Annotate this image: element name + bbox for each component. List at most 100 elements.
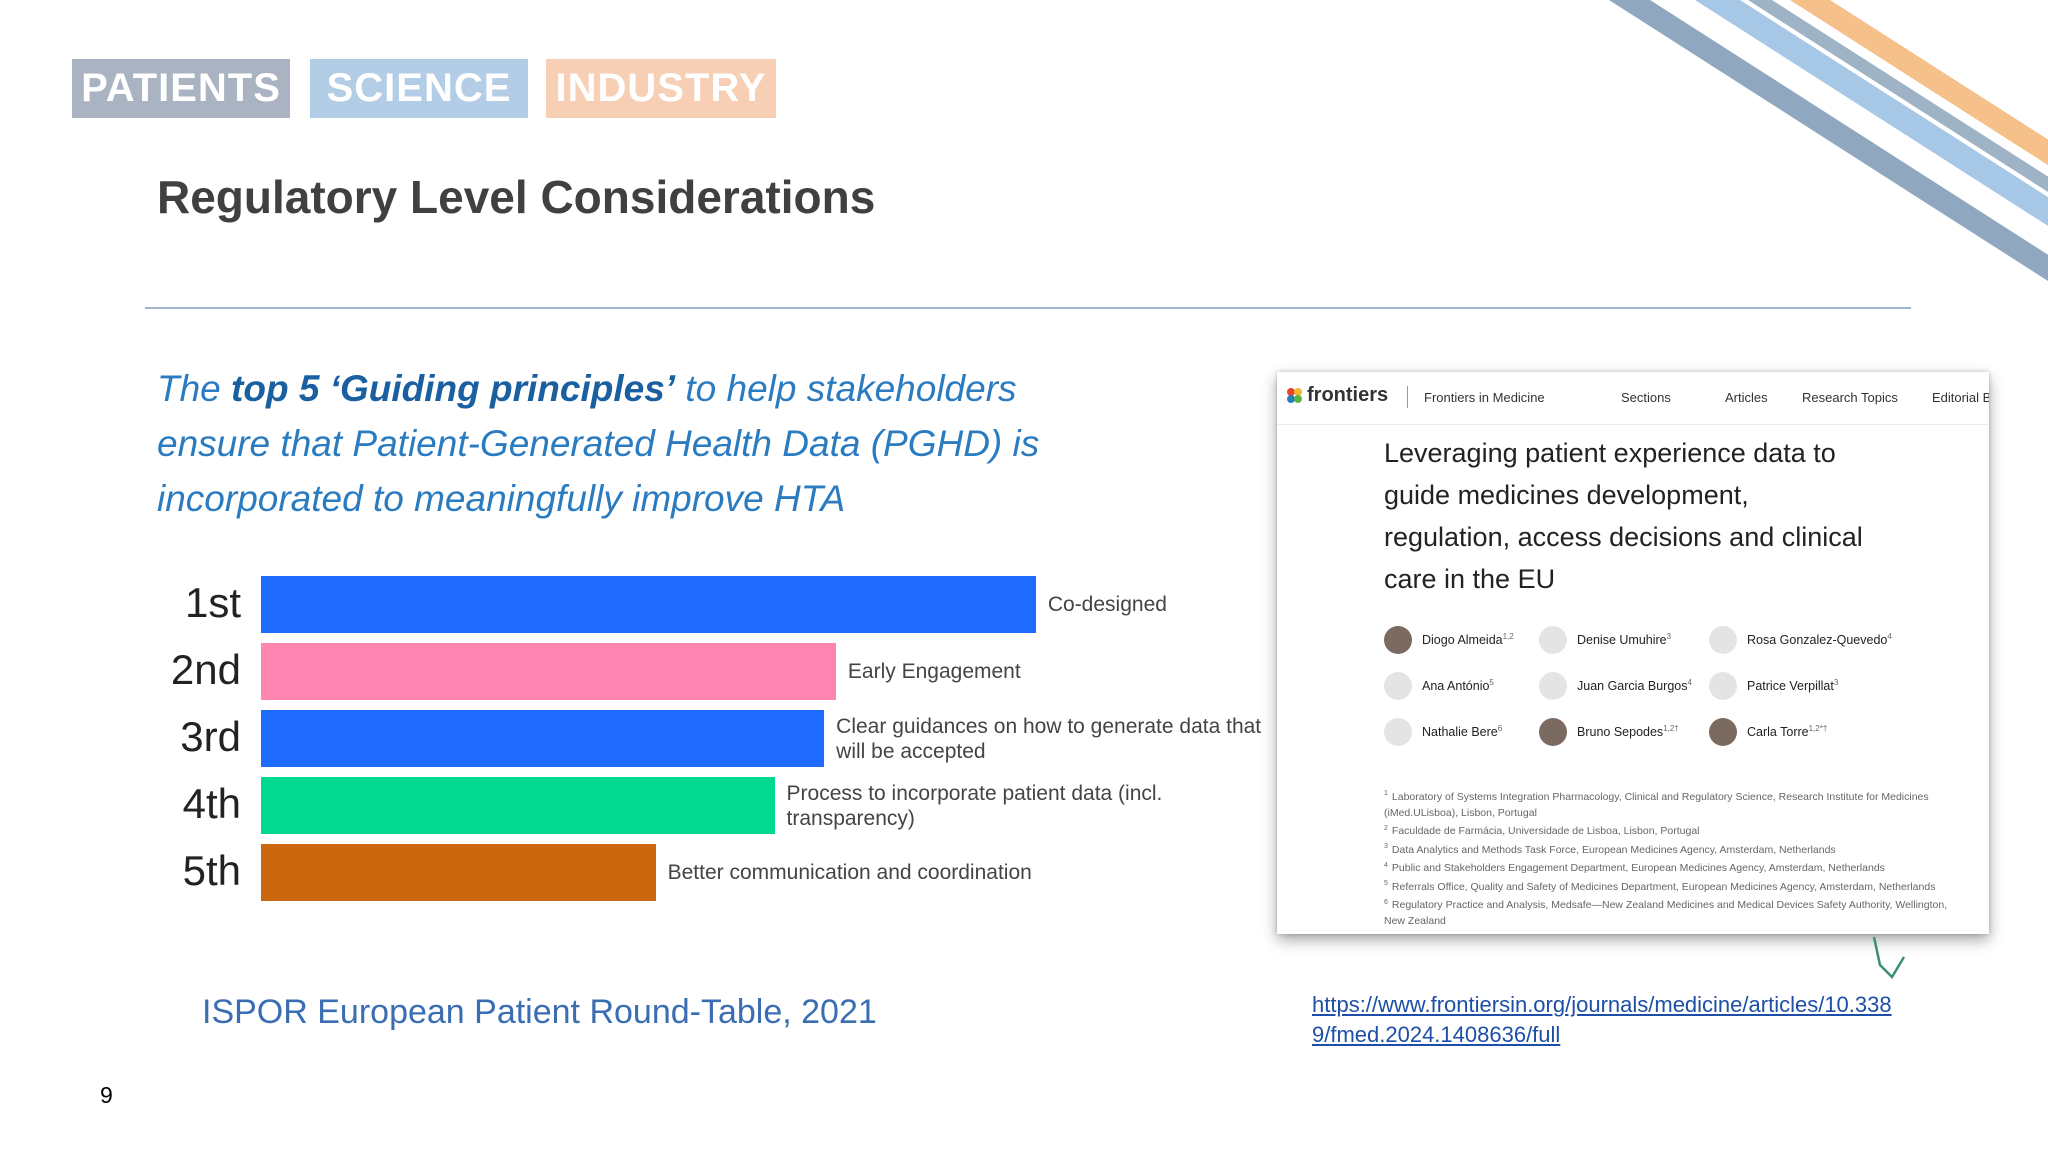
affiliation-text: Faculdade de Farmácia, Universidade de L… bbox=[1391, 825, 1700, 837]
decor-check bbox=[1872, 936, 1906, 980]
page-number: 9 bbox=[100, 1082, 113, 1108]
author[interactable]: Ana António5 bbox=[1422, 678, 1494, 693]
affiliation-num: 5 bbox=[1384, 880, 1388, 887]
nav-item[interactable]: Editorial B bbox=[1932, 390, 1989, 405]
affiliation-text: Data Analytics and Methods Task Force, E… bbox=[1391, 843, 1836, 856]
author[interactable]: Carla Torre1,2*† bbox=[1747, 724, 1827, 739]
logo-patients: PATIENTS bbox=[72, 59, 290, 118]
intro-line: The top 5 ‘Guiding principles’ to help s… bbox=[157, 368, 1017, 410]
author-sup: 4 bbox=[1687, 678, 1692, 687]
affiliations: 1 Laboratory of Systems Integration Pharm… bbox=[1384, 786, 1964, 929]
author-name: Rosa Gonzalez-Quevedo bbox=[1747, 633, 1888, 648]
decor-stripes bbox=[1609, 0, 2048, 281]
author[interactable]: Denise Umuhire3 bbox=[1577, 632, 1671, 647]
author-avatar bbox=[1539, 672, 1567, 700]
author-avatar bbox=[1709, 626, 1737, 654]
author-avatar bbox=[1709, 672, 1737, 700]
brand-icon bbox=[1287, 388, 1302, 403]
stripe bbox=[1695, 0, 2048, 226]
site-header: frontiers Frontiers in Medicine Sections… bbox=[1277, 372, 1989, 425]
bar bbox=[261, 643, 836, 700]
affiliation-num: 1 bbox=[1384, 790, 1388, 797]
author-sup: 4 bbox=[1887, 632, 1892, 641]
brand: frontiers bbox=[1307, 384, 1389, 406]
author[interactable]: Diogo Almeida1,2 bbox=[1422, 632, 1514, 647]
bar bbox=[261, 576, 1036, 633]
author[interactable]: Nathalie Bere6 bbox=[1422, 724, 1502, 739]
bar-label: Better communication and coordination bbox=[667, 861, 1032, 884]
author-name: Denise Umuhire bbox=[1577, 633, 1667, 648]
journal-name[interactable]: Frontiers in Medicine bbox=[1424, 390, 1545, 405]
bar bbox=[261, 710, 825, 767]
affiliation-text: Laboratory of Systems Integration Pharma… bbox=[1384, 790, 1929, 819]
bar-label: Process to incorporate patient data (inc… bbox=[786, 781, 1163, 830]
intro-emphasis: top 5 ‘Guiding principles’ bbox=[231, 368, 676, 409]
separator bbox=[1407, 386, 1408, 408]
slide-title: Regulatory Level Considerations bbox=[157, 171, 876, 223]
author-name: Ana António bbox=[1422, 679, 1490, 694]
author[interactable]: Patrice Verpillat3 bbox=[1747, 678, 1838, 693]
bar-label: Clear guidances on how to generate data … bbox=[836, 714, 1262, 763]
rank-label: 4th bbox=[182, 780, 241, 827]
affiliation-num: 3 bbox=[1384, 843, 1388, 850]
author-avatar bbox=[1709, 718, 1737, 746]
link[interactable]: https://www.frontiersin.org/journals/med… bbox=[1312, 992, 1892, 1017]
author-avatar bbox=[1384, 672, 1412, 700]
divider bbox=[145, 307, 1911, 309]
rank-label: 1st bbox=[184, 579, 241, 626]
affiliation: 2 Faculdade de Farmácia, Universidade de … bbox=[1384, 821, 1964, 840]
author-avatar bbox=[1384, 718, 1412, 746]
author-name: Patrice Verpillat bbox=[1747, 679, 1834, 694]
affiliation: 4 Public and Stakeholders Engagement Depa… bbox=[1384, 858, 1964, 877]
bar bbox=[261, 777, 775, 834]
author[interactable]: Juan Garcia Burgos4 bbox=[1577, 678, 1692, 693]
article-title-line: regulation, access decisions and clinica… bbox=[1384, 522, 1863, 552]
author-name: Carla Torre bbox=[1747, 725, 1809, 740]
affiliation-num: 4 bbox=[1384, 861, 1388, 869]
logo-science: SCIENCE bbox=[310, 59, 528, 118]
affiliation: 1 Laboratory of Systems Integration Pharm… bbox=[1384, 786, 1964, 821]
affiliation-text: Public and Stakeholders Engagement Depar… bbox=[1391, 862, 1885, 874]
author-avatar bbox=[1539, 718, 1567, 746]
stripe bbox=[1748, 0, 2048, 192]
intro-line: incorporated to meaningfully improve HTA bbox=[157, 478, 846, 519]
nav-item[interactable]: Articles bbox=[1725, 390, 1768, 405]
bar-label: Co-designed bbox=[1047, 593, 1167, 616]
stripe bbox=[1790, 0, 2048, 166]
nav-item[interactable]: Research Topics bbox=[1802, 390, 1898, 405]
article-title-line: Leveraging patient experience data to bbox=[1384, 438, 1836, 468]
affiliation-num: 6 bbox=[1384, 898, 1388, 906]
source: ISPOR European Patient Round-Table, 2021 bbox=[202, 993, 877, 1031]
bar-label: Early Engagement bbox=[847, 660, 1021, 683]
author-sup: 1,2 bbox=[1502, 632, 1514, 641]
author-sup: 1,2† bbox=[1663, 724, 1679, 733]
affiliation-num: 2 bbox=[1384, 824, 1388, 832]
author-sup: 3 bbox=[1833, 678, 1839, 687]
affiliation: 3 Data Analytics and Methods Task Force, … bbox=[1384, 839, 1964, 858]
affiliation-text: Referrals Office, Quality and Safety of … bbox=[1391, 880, 1936, 893]
author-sup: 5 bbox=[1489, 678, 1494, 687]
affiliation: 6 Regulatory Practice and Analysis, Medsa… bbox=[1384, 895, 1964, 930]
article-title-line: guide medicines development, bbox=[1384, 480, 1749, 510]
author-sup: 6 bbox=[1497, 724, 1503, 733]
rank-label: 5th bbox=[182, 847, 241, 894]
bar bbox=[261, 844, 656, 901]
author-name: Bruno Sepodes bbox=[1577, 725, 1664, 740]
intro-text: The bbox=[157, 368, 232, 409]
author-name: Nathalie Bere bbox=[1422, 725, 1498, 740]
link[interactable]: 9/fmed.2024.1408636/full bbox=[1312, 1022, 1561, 1047]
author-sup: 1,2*† bbox=[1808, 724, 1828, 733]
author-avatar bbox=[1384, 626, 1412, 654]
author[interactable]: Rosa Gonzalez-Quevedo4 bbox=[1747, 632, 1892, 647]
author-sup: 3 bbox=[1666, 632, 1672, 641]
article-title-line: care in the EU bbox=[1384, 564, 1556, 594]
affiliation-text: Regulatory Practice and Analysis, Medsaf… bbox=[1384, 899, 1948, 927]
nav-item[interactable]: Sections bbox=[1621, 390, 1671, 405]
rank-label: 2nd bbox=[170, 646, 241, 693]
author[interactable]: Bruno Sepodes1,2† bbox=[1577, 724, 1679, 739]
rank-label: 3rd bbox=[180, 713, 241, 760]
intro-text: to help stakeholders bbox=[675, 368, 1017, 409]
author-name: Diogo Almeida bbox=[1422, 633, 1503, 648]
article-screenshot: frontiers Frontiers in Medicine Sections… bbox=[1277, 372, 1989, 934]
